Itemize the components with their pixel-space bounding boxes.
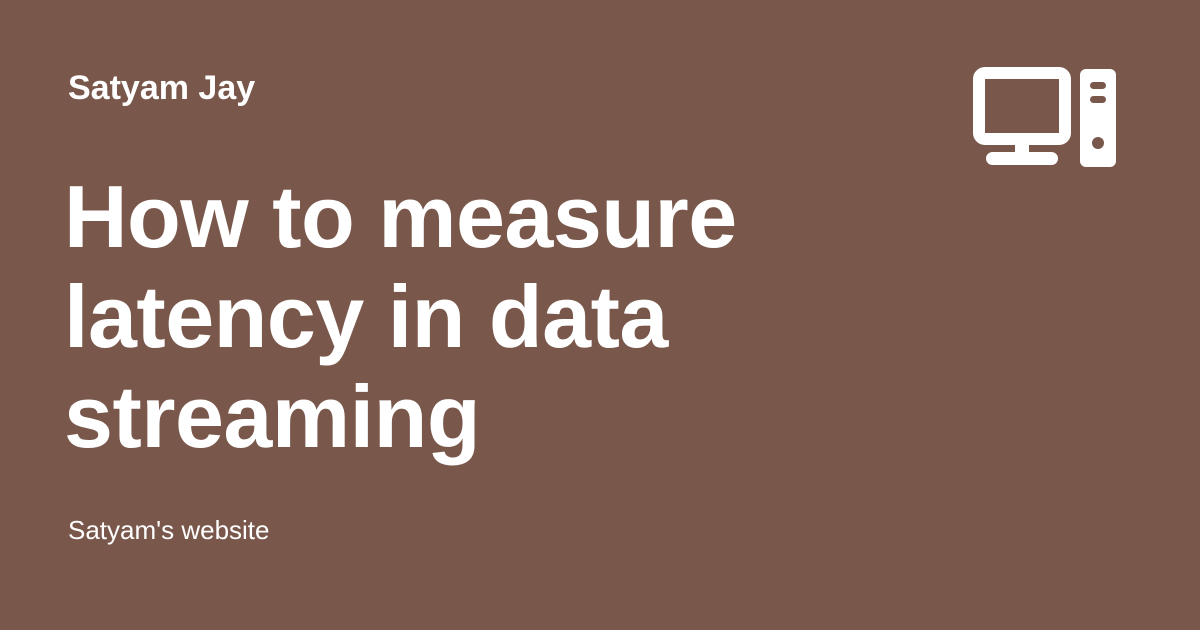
site-name: Satyam's website [68,515,270,545]
desktop-computer-icon [973,67,1116,167]
post-title: How to measure latency in data streaming [64,167,864,467]
author-name: Satyam Jay [68,69,256,107]
post-title-line: latency in data [64,267,668,366]
post-title-line: How to measure [64,167,737,266]
post-title-line: streaming [64,367,481,466]
